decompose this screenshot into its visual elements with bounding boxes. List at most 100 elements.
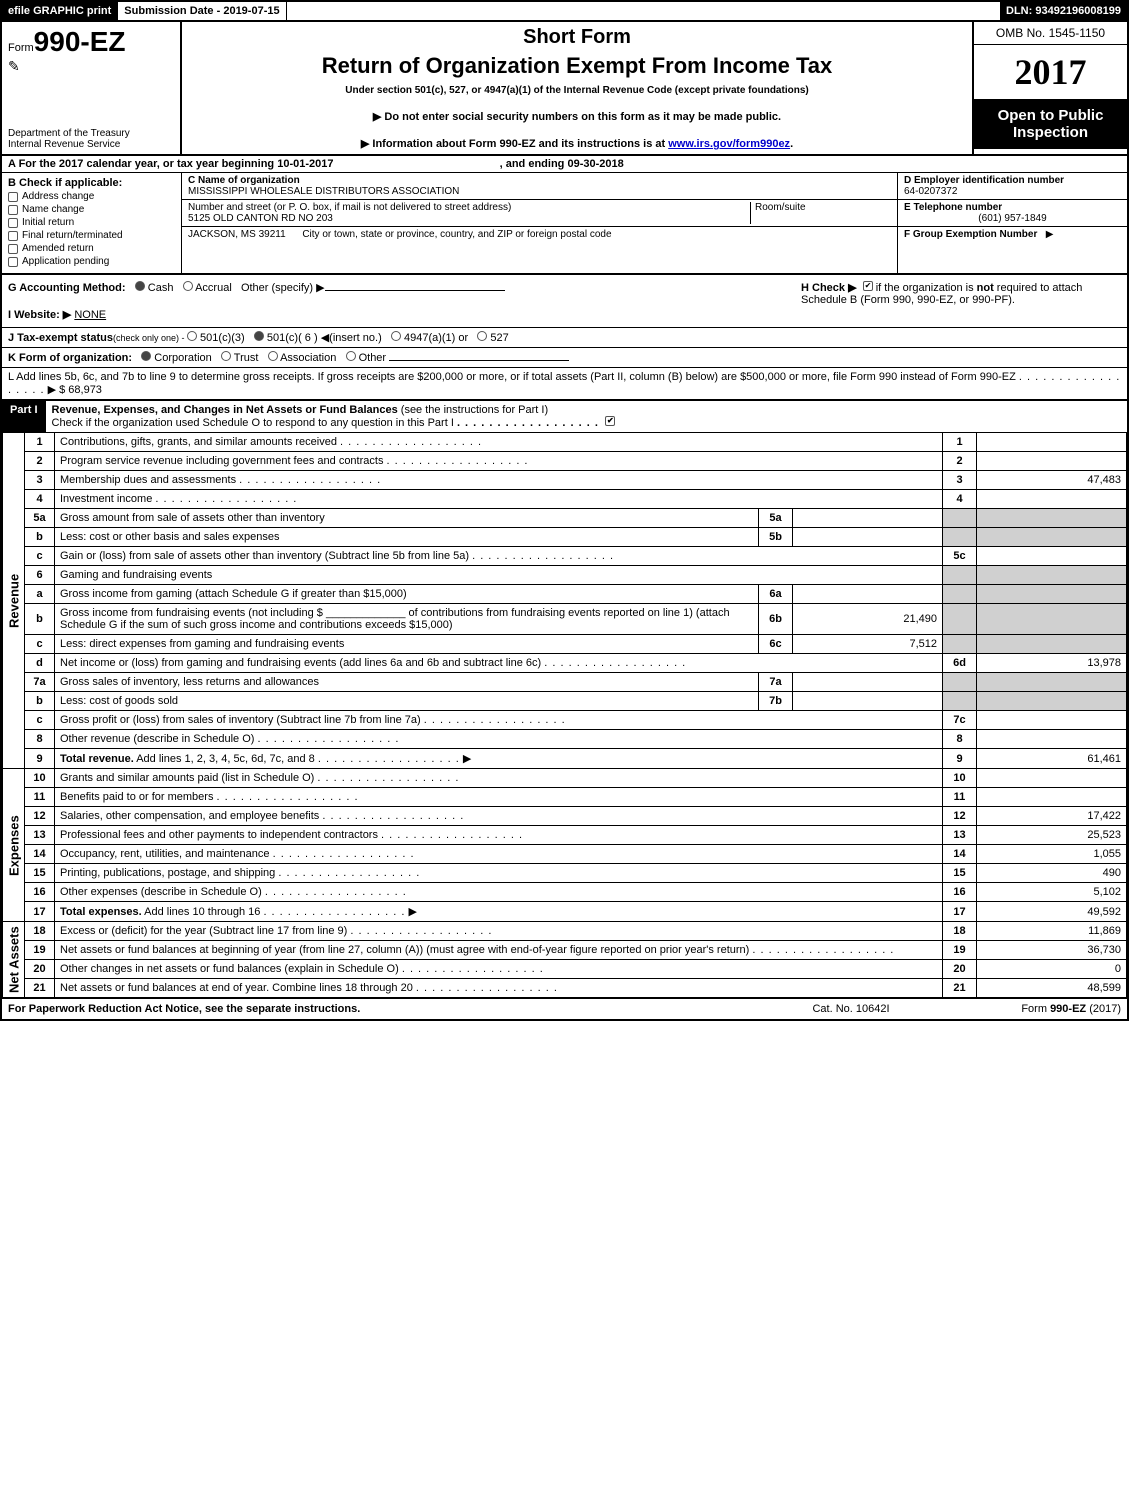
line-desc: Less: cost of goods sold <box>55 692 759 711</box>
check-initial-return[interactable]: Initial return <box>8 217 175 228</box>
sub-line-number: 5b <box>759 528 793 547</box>
radio-501c3-icon[interactable] <box>187 331 197 341</box>
other-org-input[interactable] <box>389 360 569 361</box>
radio-corp-icon[interactable] <box>141 351 151 361</box>
check-name-change[interactable]: Name change <box>8 204 175 215</box>
street-cell: Number and street (or P. O. box, if mail… <box>182 200 897 227</box>
header-right: OMB No. 1545-1150 2017 Open to Public In… <box>972 22 1127 154</box>
line-number: d <box>25 654 55 673</box>
line-number: 8 <box>25 730 55 749</box>
section-label-net: Net Assets <box>3 922 25 998</box>
table-row: bLess: cost of goods sold7b <box>3 692 1127 711</box>
tax-year: 2017 <box>974 45 1127 99</box>
line-number: 7a <box>25 673 55 692</box>
line-desc: Program service revenue including govern… <box>55 452 943 471</box>
right-val-shade <box>977 604 1127 635</box>
line-number: 18 <box>25 922 55 941</box>
row-g-left: G Accounting Method: Cash Accrual Other … <box>8 281 801 321</box>
right-line-value: 49,592 <box>977 902 1127 922</box>
row-l-gross-receipts: L Add lines 5b, 6c, and 7b to line 9 to … <box>2 367 1127 399</box>
right-line-value: 0 <box>977 960 1127 979</box>
right-line-value: 490 <box>977 864 1127 883</box>
line-number: 19 <box>25 941 55 960</box>
right-line-number: 16 <box>943 883 977 902</box>
radio-501c-icon[interactable] <box>254 331 264 341</box>
line-desc: Excess or (deficit) for the year (Subtra… <box>55 922 943 941</box>
line-desc: Gain or (loss) from sale of assets other… <box>55 547 943 566</box>
line-desc: Gross amount from sale of assets other t… <box>55 509 759 528</box>
right-line-value: 13,978 <box>977 654 1127 673</box>
check-amended-return[interactable]: Amended return <box>8 243 175 254</box>
sub-line-value <box>793 528 943 547</box>
sub-line-number: 6c <box>759 635 793 654</box>
table-row: cGross profit or (loss) from sales of in… <box>3 711 1127 730</box>
efile-label: efile GRAPHIC print <box>2 2 118 20</box>
right-line-number: 19 <box>943 941 977 960</box>
right-line-value: 47,483 <box>977 471 1127 490</box>
short-form-label: Short Form <box>190 26 964 49</box>
radio-assoc-icon[interactable] <box>268 351 278 361</box>
table-row: 14Occupancy, rent, utilities, and mainte… <box>3 845 1127 864</box>
radio-trust-icon[interactable] <box>221 351 231 361</box>
radio-cash-icon[interactable] <box>135 281 145 291</box>
other-specify-input[interactable] <box>325 290 505 291</box>
line-desc: Net assets or fund balances at end of ye… <box>55 979 943 998</box>
table-row: dNet income or (loss) from gaming and fu… <box>3 654 1127 673</box>
row-a-tax-year: A For the 2017 calendar year, or tax yea… <box>2 154 1127 172</box>
department-label: Department of the Treasury Internal Reve… <box>8 128 174 150</box>
accounting-method: G Accounting Method: Cash Accrual Other … <box>8 281 801 294</box>
right-line-number: 7c <box>943 711 977 730</box>
form-subtitle: Under section 501(c), 527, or 4947(a)(1)… <box>190 85 964 96</box>
right-line-number: 18 <box>943 922 977 941</box>
right-line-number: 5c <box>943 547 977 566</box>
line-number: 2 <box>25 452 55 471</box>
table-row: 20Other changes in net assets or fund ba… <box>3 960 1127 979</box>
check-schedule-o-icon[interactable] <box>605 416 615 426</box>
check-application-pending[interactable]: Application pending <box>8 256 175 267</box>
check-final-return[interactable]: Final return/terminated <box>8 230 175 241</box>
check-address-change[interactable]: Address change <box>8 191 175 202</box>
ein-cell: D Employer identification number 64-0207… <box>898 173 1127 200</box>
radio-accrual-icon[interactable] <box>183 281 193 291</box>
right-line-value <box>977 769 1127 788</box>
line-number: 13 <box>25 826 55 845</box>
line-number: b <box>25 604 55 635</box>
header-left: Form990-EZ ✎ Department of the Treasury … <box>2 22 182 154</box>
table-row: 5aGross amount from sale of assets other… <box>3 509 1127 528</box>
right-line-number: 14 <box>943 845 977 864</box>
table-row: 11Benefits paid to or for members 11 <box>3 788 1127 807</box>
city-value: JACKSON, MS 39211 <box>188 229 286 240</box>
table-row: 7aGross sales of inventory, less returns… <box>3 673 1127 692</box>
table-row: 15Printing, publications, postage, and s… <box>3 864 1127 883</box>
city-cell: JACKSON, MS 39211 City or town, state or… <box>182 227 897 242</box>
table-row: 16Other expenses (describe in Schedule O… <box>3 883 1127 902</box>
sub-line-value <box>793 692 943 711</box>
line-number: a <box>25 585 55 604</box>
line-number: 3 <box>25 471 55 490</box>
line-desc: Other expenses (describe in Schedule O) <box>55 883 943 902</box>
line-desc: Occupancy, rent, utilities, and maintena… <box>55 845 943 864</box>
row-k-form-org: K Form of organization: Corporation Trus… <box>2 347 1127 367</box>
phone-value: (601) 957-1849 <box>904 213 1121 224</box>
website-value: NONE <box>74 309 106 321</box>
line-desc: Gross income from gaming (attach Schedul… <box>55 585 759 604</box>
radio-other-icon[interactable] <box>346 351 356 361</box>
right-line-value: 11,869 <box>977 922 1127 941</box>
right-line-value: 17,422 <box>977 807 1127 826</box>
sub-line-number: 7b <box>759 692 793 711</box>
col-d-e-f: D Employer identification number 64-0207… <box>897 173 1127 273</box>
radio-4947-icon[interactable] <box>391 331 401 341</box>
line-number: 21 <box>25 979 55 998</box>
line-number: 17 <box>25 902 55 922</box>
line-desc: Contributions, gifts, grants, and simila… <box>55 433 943 452</box>
b-label: B Check if applicable: <box>8 177 175 189</box>
irs-link[interactable]: www.irs.gov/form990ez <box>668 138 790 150</box>
table-row: cGain or (loss) from sale of assets othe… <box>3 547 1127 566</box>
radio-527-icon[interactable] <box>477 331 487 341</box>
phone-cell: E Telephone number (601) 957-1849 <box>898 200 1127 227</box>
right-line-number: 2 <box>943 452 977 471</box>
check-h-icon[interactable] <box>863 281 873 291</box>
right-num-shade <box>943 566 977 585</box>
cat-no: Cat. No. 10642I <box>761 1003 941 1015</box>
checkbox-icon <box>8 205 18 215</box>
